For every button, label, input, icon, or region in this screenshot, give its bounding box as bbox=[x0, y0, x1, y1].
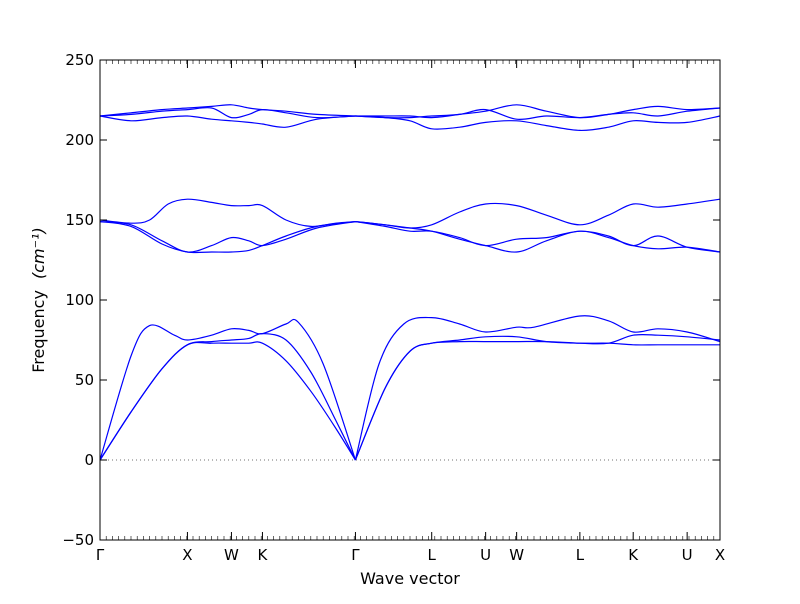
series-line-15 bbox=[99, 104, 356, 117]
y-axis-label: Frequency (cm⁻¹) bbox=[29, 227, 48, 372]
series-line-8 bbox=[99, 221, 356, 253]
y-tick-label: −50 bbox=[62, 531, 94, 549]
series-line-12 bbox=[355, 198, 721, 229]
x-axis-label: Wave vector bbox=[360, 569, 460, 588]
x-tick-label: W bbox=[224, 546, 239, 564]
minor-ticks bbox=[99, 60, 721, 540]
series-line-2 bbox=[99, 332, 356, 461]
x-tick-label: K bbox=[258, 546, 269, 564]
x-tick-label: X bbox=[715, 546, 725, 564]
x-tick-label: L bbox=[576, 546, 585, 564]
x-tick-label: Γ bbox=[351, 546, 360, 564]
y-tick-label: 250 bbox=[65, 51, 94, 69]
x-tick-label: X bbox=[182, 546, 192, 564]
y-tick-label: 0 bbox=[84, 451, 94, 469]
y-axis-label-text: Frequency bbox=[29, 290, 48, 373]
series-line-18 bbox=[355, 104, 721, 119]
series-line-5 bbox=[354, 333, 721, 461]
series-line-16 bbox=[355, 115, 721, 132]
series-line-14 bbox=[99, 107, 356, 119]
x-tick-label: K bbox=[628, 546, 639, 564]
x-tick-label: W bbox=[509, 546, 524, 564]
y-tick-label: 200 bbox=[65, 131, 94, 149]
y-tick-label: 50 bbox=[75, 371, 94, 389]
series-line-11 bbox=[355, 221, 721, 253]
y-tick-label: 100 bbox=[65, 291, 94, 309]
series-line-13 bbox=[99, 115, 356, 128]
x-tick-label: U bbox=[682, 546, 693, 564]
x-tick-label: U bbox=[480, 546, 491, 564]
y-axis-label-unit: (cm⁻¹) bbox=[29, 227, 48, 279]
series-line-6 bbox=[354, 315, 721, 461]
series-line-7 bbox=[99, 221, 356, 254]
y-tick-label: 150 bbox=[65, 211, 94, 229]
series-line-4 bbox=[354, 340, 720, 461]
series-layer bbox=[99, 104, 721, 461]
y-axis-ticks: −50 0 50 100 150 200 250 bbox=[62, 51, 720, 549]
series-line-17 bbox=[355, 107, 721, 120]
x-tick-label: L bbox=[428, 546, 437, 564]
series-line-3 bbox=[99, 318, 356, 461]
series-line-9 bbox=[99, 198, 356, 228]
plot-frame bbox=[99, 59, 721, 541]
series-line-10 bbox=[355, 221, 721, 253]
x-tick-label: Γ bbox=[96, 546, 105, 564]
